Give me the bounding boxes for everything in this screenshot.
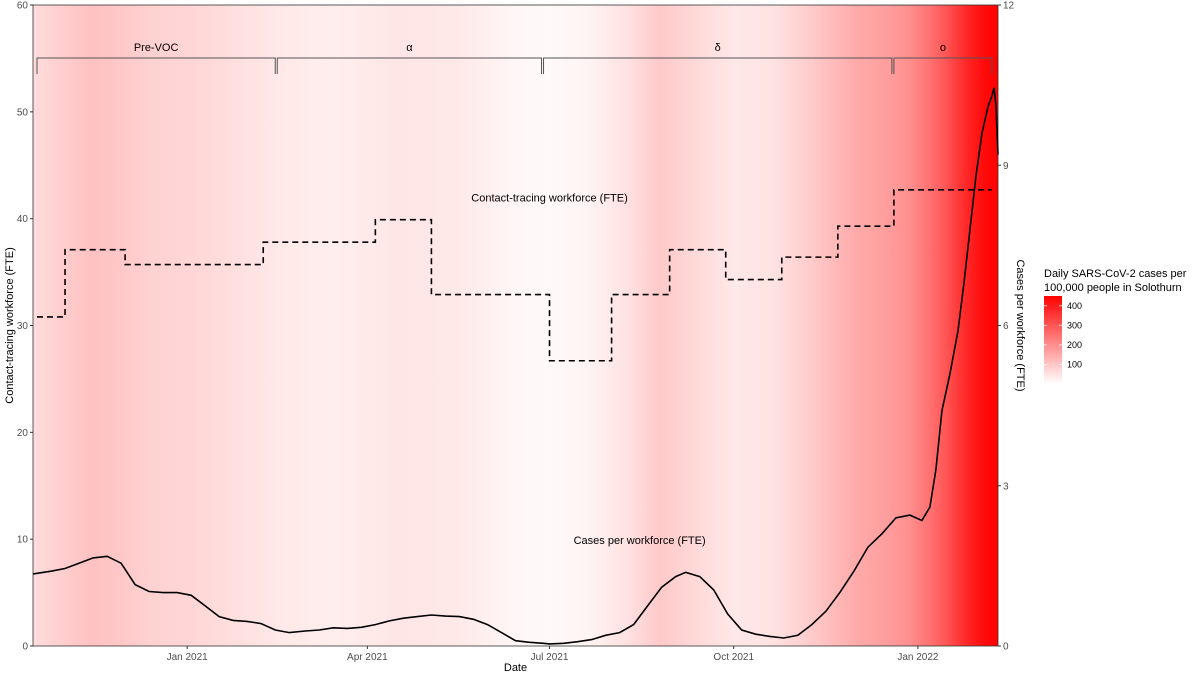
legend-tick-label-1: 200	[1067, 340, 1082, 350]
y-axis-right-title: Cases per workforce (FTE)	[1014, 259, 1026, 391]
series-line-workforce	[37, 189, 992, 362]
variant-bracket-0	[36, 57, 276, 74]
legend-tick-label-2: 300	[1067, 320, 1082, 330]
y-right-tick-label-1: 3	[1003, 481, 1009, 492]
y-axis-right: 0 3 6 9 12	[998, 1, 1015, 653]
y-left-tick-label-2: 20	[17, 428, 29, 439]
x-tick-label-4: Jan 2022	[897, 652, 939, 663]
series-line-cases-per-workforce	[32, 87, 999, 645]
x-axis: Jan 2021 Apr 2021 Jul 2021 Oct 2021 Jan 2022	[167, 646, 939, 663]
x-tick-label-1: Apr 2021	[347, 652, 388, 663]
variant-label-0: Pre-VOC	[134, 42, 179, 54]
legend-tick-label-3: 400	[1067, 301, 1082, 311]
background-heatmap	[33, 5, 998, 646]
legend-title-line-1: Daily SARS-CoV-2 cases per	[1044, 268, 1187, 280]
x-axis-title: Date	[504, 662, 527, 674]
x-tick-label-3: Oct 2021	[713, 652, 754, 663]
annotation-cases-per-workforce: Cases per workforce (FTE)	[574, 535, 706, 547]
variant-bracket-2	[543, 57, 893, 74]
legend: Daily SARS-CoV-2 cases per 100,000 peopl…	[1044, 268, 1187, 384]
legend-color-bar	[1044, 296, 1062, 384]
y-right-tick-label-3: 9	[1003, 161, 1009, 172]
y-left-tick-label-6: 60	[17, 1, 29, 12]
y-left-tick-label-3: 30	[17, 321, 29, 332]
variant-bracket-1	[276, 57, 543, 74]
y-axis-left-title: Contact-tracing workforce (FTE)	[4, 247, 16, 403]
variant-period-brackets: Pre-VOC α δ o	[36, 42, 993, 74]
variant-label-2: δ	[715, 42, 721, 54]
annotation-workforce: Contact-tracing workforce (FTE)	[471, 192, 627, 204]
y-left-tick-label-4: 40	[17, 214, 29, 225]
variant-label-1: α	[406, 42, 413, 54]
variant-bracket-3	[893, 57, 993, 74]
y-right-tick-label-4: 12	[1003, 1, 1015, 12]
y-left-tick-label-5: 50	[17, 107, 29, 118]
y-right-tick-label-0: 0	[1003, 642, 1009, 653]
legend-ticks: 100 200 300 400	[1044, 301, 1082, 369]
legend-tick-label-0: 100	[1067, 359, 1082, 369]
y-left-tick-label-1: 10	[17, 535, 29, 546]
variant-label-3: o	[940, 42, 946, 54]
y-right-tick-label-2: 6	[1003, 321, 1009, 332]
y-axis-left: 0 10 20 30 40 50 60	[17, 1, 33, 653]
x-tick-label-0: Jan 2021	[167, 652, 209, 663]
legend-title-line-2: 100,000 people in Solothurn	[1044, 282, 1182, 294]
x-tick-label-2: Jul 2021	[531, 652, 569, 663]
y-left-tick-label-0: 0	[22, 642, 28, 653]
